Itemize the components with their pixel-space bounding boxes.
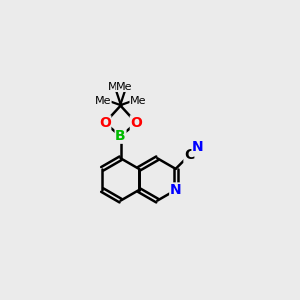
Text: N: N (192, 140, 204, 154)
Text: B: B (115, 129, 126, 143)
Text: Me: Me (95, 96, 111, 106)
Text: O: O (130, 116, 142, 130)
Text: N: N (170, 183, 182, 197)
Text: O: O (99, 116, 111, 130)
Text: Me: Me (116, 82, 133, 92)
Text: C: C (184, 148, 194, 162)
Text: Me: Me (108, 82, 125, 92)
Text: Me: Me (130, 96, 146, 106)
